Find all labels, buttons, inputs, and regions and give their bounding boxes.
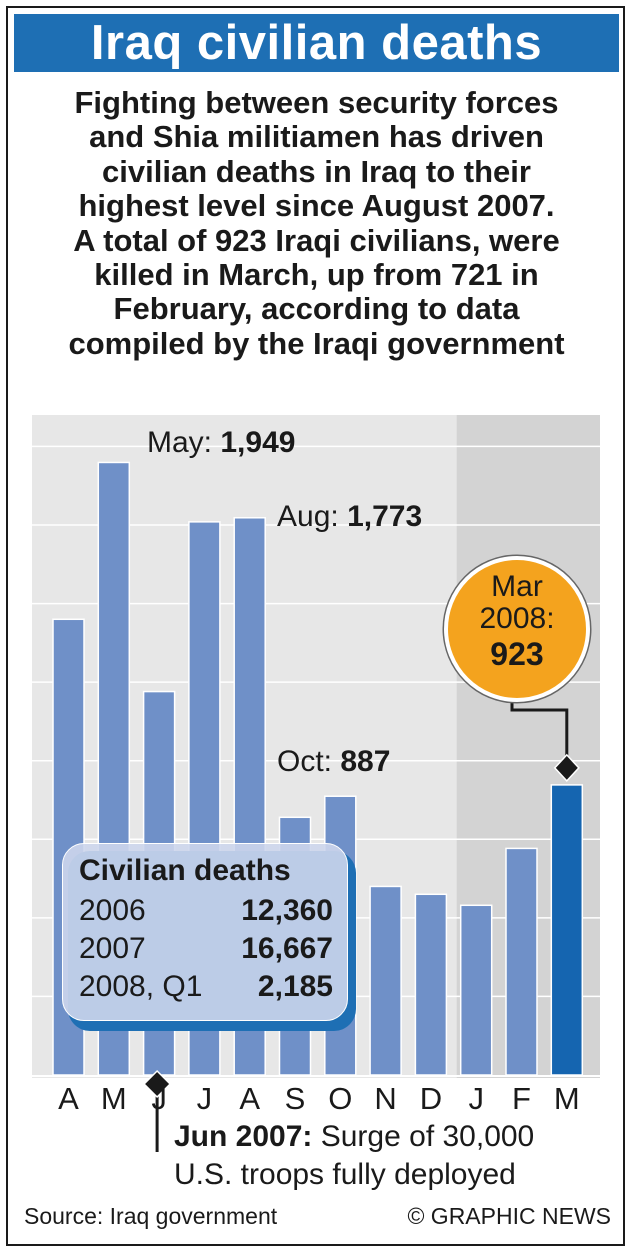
surge-annotation-line2: U.S. troops fully deployed: [174, 1158, 516, 1191]
description-line: killed in March, up from 721 in: [94, 257, 539, 293]
bubble-value: 923: [490, 636, 544, 672]
description: Fighting between security forces and Shi…: [14, 85, 619, 361]
description-line: Fighting between security forces: [74, 85, 559, 120]
bar: [550, 784, 584, 1076]
stats-row-value: 12,360: [241, 894, 333, 927]
callout-aug-value: 1,773: [347, 500, 423, 533]
x-tick-label: A: [239, 1081, 261, 1116]
callout-aug: Aug: 1,773: [277, 500, 422, 534]
stats-row-label: 2006: [79, 894, 146, 927]
x-tick-label: D: [419, 1081, 443, 1116]
bubble-month: Mar: [491, 570, 543, 603]
stats-row-value: 16,667: [241, 932, 333, 965]
bar: [459, 904, 493, 1076]
callout-may-label: May:: [147, 426, 221, 459]
stats-row-value: 2,185: [257, 970, 333, 1003]
surge-marker-diamond: [143, 1069, 172, 1099]
x-tick-label: J: [151, 1081, 167, 1116]
x-tick-label: J: [468, 1081, 484, 1116]
description-line: compiled by the Iraqi government: [68, 325, 565, 361]
stats-row-label: 2007: [79, 932, 146, 965]
x-tick-label: S: [284, 1081, 306, 1116]
x-tick-label: J: [196, 1081, 213, 1116]
stats-row-label: 2008, Q1: [79, 970, 203, 1003]
stats-box: Civilian deaths 2006 12,360 2007 16,667 …: [62, 843, 348, 1021]
x-tick-label: O: [328, 1081, 353, 1116]
bubble-year: 2008:: [479, 602, 555, 635]
surge-text: Surge of 30,000: [312, 1120, 535, 1153]
description-line: A total of 923 Iraqi civilians, were: [73, 222, 560, 258]
x-tick-label: M: [100, 1081, 127, 1116]
callout-aug-label: Aug:: [277, 500, 348, 533]
mar-2008-bubble: Mar 2008: 923: [444, 556, 590, 702]
stats-heading: Civilian deaths: [79, 854, 291, 887]
description-line: highest level since August 2007.: [78, 188, 555, 224]
credit: © GRAPHIC NEWS: [407, 1203, 611, 1229]
description-line: civilian deaths in Iraq to their: [102, 153, 531, 189]
x-tick-label: M: [553, 1081, 580, 1116]
bar: [369, 885, 402, 1076]
surge-annotation: Jun 2007: Surge of 30,000: [174, 1120, 534, 1154]
surge-date: Jun 2007:: [174, 1120, 313, 1153]
callout-oct-label: Oct:: [277, 745, 341, 778]
source-note: Source: Iraq government: [24, 1203, 278, 1229]
description-line: and Shia militiamen has driven: [89, 119, 544, 155]
x-tick-label: N: [374, 1081, 397, 1116]
page-title: Iraq civilian deaths: [14, 14, 619, 72]
callout-oct-value: 887: [340, 745, 391, 778]
callout-may-value: 1,949: [220, 426, 296, 459]
bar: [414, 893, 448, 1076]
callout-may: May: 1,949: [147, 426, 295, 460]
mar-marker-diamond: [553, 753, 580, 783]
description-line: February, according to data: [113, 291, 520, 327]
bar: [505, 847, 538, 1076]
x-tick-label: F: [512, 1081, 531, 1116]
x-tick-label: A: [58, 1081, 79, 1116]
callout-oct: Oct: 887: [277, 745, 390, 779]
